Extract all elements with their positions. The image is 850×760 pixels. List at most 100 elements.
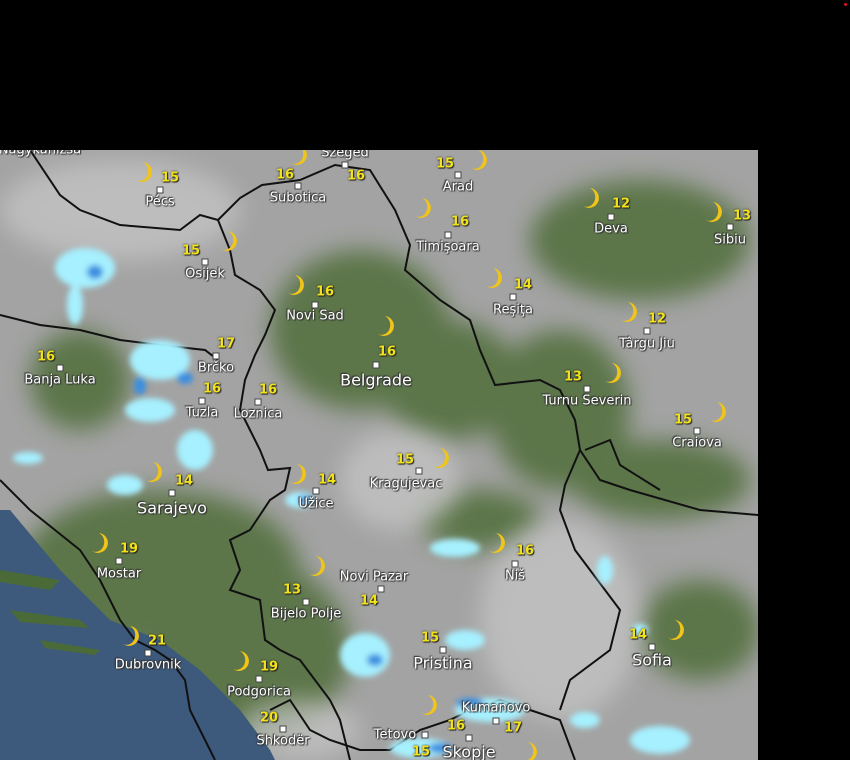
city-dot <box>693 427 701 435</box>
recording-indicator-dot <box>844 3 847 6</box>
crescent-moon-icon <box>376 315 394 337</box>
city-dot <box>444 231 452 239</box>
crescent-moon-icon <box>581 187 599 209</box>
city-dot <box>341 161 349 169</box>
city-dot <box>255 675 263 683</box>
weather-map[interactable]: Nagykanizsa Pécs 15 Szeged 16 Subotica 16 Arad 1… <box>0 150 758 760</box>
crescent-moon-icon <box>134 161 152 183</box>
city-dot <box>144 649 152 657</box>
city-temperature: 14 <box>174 473 194 489</box>
city-temperature: 15 <box>420 630 440 646</box>
crescent-moon-icon <box>231 650 249 672</box>
city-dot <box>643 327 651 335</box>
city-dot <box>302 598 310 606</box>
city-name: Shkodër <box>256 733 310 749</box>
city-dot <box>492 717 500 725</box>
city-temperature: 14 <box>317 472 337 488</box>
city-temperature: 16 <box>202 381 222 397</box>
city-temperature: 21 <box>147 633 167 649</box>
city-name: Mostar <box>96 566 142 582</box>
city-temperature: 15 <box>395 452 415 468</box>
city-name: Pristina <box>413 653 473 673</box>
city-temperature: 13 <box>563 369 583 385</box>
islands <box>0 570 100 655</box>
city-name: Szeged <box>321 150 369 161</box>
city-temperature: 13 <box>732 208 752 224</box>
bright-clouds <box>0 160 640 760</box>
city-name: Sofia <box>632 650 672 670</box>
city-temperature: 16 <box>346 168 366 184</box>
city-temperature: 16 <box>450 214 470 230</box>
city-dot <box>415 467 423 475</box>
city-dot <box>509 293 517 301</box>
city-name: Sarajevo <box>137 498 207 518</box>
city-dot <box>607 213 615 221</box>
city-temperature: 15 <box>435 156 455 172</box>
crescent-moon-icon <box>288 463 306 485</box>
city-name: Novi Sad <box>286 308 344 324</box>
crescent-moon-icon <box>484 267 502 289</box>
city-name: Loznica <box>233 406 283 422</box>
city-name: Subotica <box>269 190 327 206</box>
city-name: Turnu Severin <box>542 393 632 409</box>
city-dot <box>311 301 319 309</box>
precipitation-radar <box>13 248 690 758</box>
city-temperature: 15 <box>160 170 180 186</box>
city-name: Pécs <box>145 194 175 210</box>
city-dot <box>726 223 734 231</box>
city-temperature: 19 <box>259 659 279 675</box>
crescent-moon-icon <box>413 197 431 219</box>
city-name: Novi Pazar <box>339 569 409 585</box>
city-temperature: 19 <box>119 541 139 557</box>
crescent-moon-icon <box>619 301 637 323</box>
city-dot <box>511 560 519 568</box>
crescent-moon-icon <box>90 532 108 554</box>
city-name: Bijelo Polje <box>270 606 342 622</box>
city-name: Tetovo <box>373 727 417 743</box>
city-dot <box>421 731 429 739</box>
crescent-moon-icon <box>121 625 139 647</box>
city-name: Belgrade <box>340 370 412 390</box>
crescent-moon-icon <box>708 401 726 423</box>
city-name: Arad <box>442 179 474 195</box>
country-borders <box>0 150 758 760</box>
city-temperature: 16 <box>315 284 335 300</box>
city-temperature: 15 <box>181 243 201 259</box>
city-dot <box>294 182 302 190</box>
city-dot <box>312 487 320 495</box>
city-dot <box>156 186 164 194</box>
crescent-moon-icon <box>219 230 237 252</box>
city-temperature: 17 <box>216 336 236 352</box>
city-temperature: 14 <box>359 593 379 609</box>
crescent-moon-icon <box>144 461 162 483</box>
city-temperature: 20 <box>259 710 279 726</box>
city-dot <box>372 361 380 369</box>
city-name: Dubrovnik <box>114 657 182 673</box>
city-dot <box>115 557 123 565</box>
city-dot <box>279 725 287 733</box>
city-dot <box>56 364 64 372</box>
city-dot <box>583 385 591 393</box>
city-name: Târgu Jiu <box>619 336 675 352</box>
city-temperature: 14 <box>513 277 533 293</box>
city-temperature: 16 <box>36 349 56 365</box>
city-temperature: 16 <box>446 718 466 734</box>
crescent-moon-icon <box>469 150 487 171</box>
city-name: Kragujevac <box>369 476 443 492</box>
city-name: Banja Luka <box>24 372 96 388</box>
city-temperature: 16 <box>258 382 278 398</box>
city-dot <box>254 398 262 406</box>
crescent-moon-icon <box>286 274 304 296</box>
city-dot <box>212 352 220 360</box>
city-dot <box>465 734 473 742</box>
city-temperature: 15 <box>411 744 431 760</box>
city-name: Craiova <box>672 435 722 451</box>
crescent-moon-icon <box>519 741 537 760</box>
city-name: Nagykanizsa <box>0 150 82 158</box>
city-name: Osijek <box>185 266 225 282</box>
city-temperature: 12 <box>611 196 631 212</box>
city-name: Timişoara <box>416 239 480 255</box>
crescent-moon-icon <box>487 532 505 554</box>
city-name: Podgorica <box>227 684 291 700</box>
city-temperature: 15 <box>673 412 693 428</box>
